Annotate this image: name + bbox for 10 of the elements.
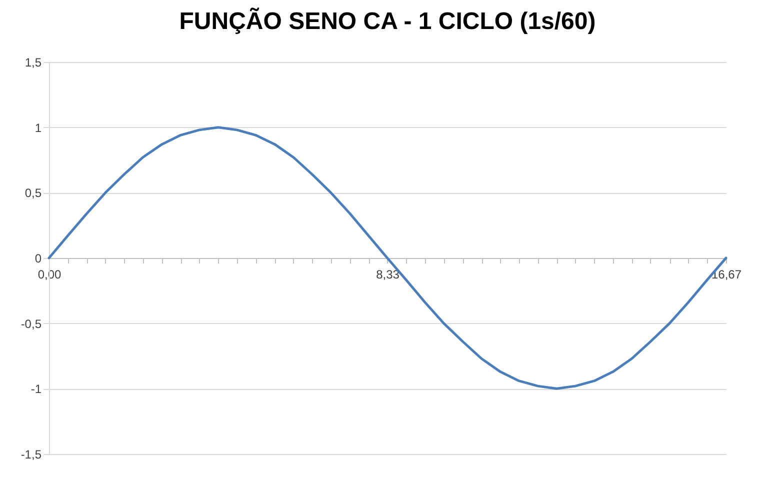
y-tick-label: 0,5 bbox=[24, 186, 42, 200]
y-tick-label: 0 bbox=[34, 252, 42, 266]
y-tick-label: -1 bbox=[30, 382, 42, 396]
x-tick-label: 8,33 bbox=[376, 268, 400, 282]
chart-title: FUNÇÃO SENO CA - 1 CICLO (1s/60) bbox=[179, 7, 596, 35]
y-tick-label: 1,5 bbox=[24, 56, 42, 70]
y-tick-label: -0,5 bbox=[20, 316, 42, 331]
y-tick-label: -1,5 bbox=[20, 448, 42, 462]
x-tick-label: 16,67 bbox=[711, 268, 742, 282]
y-tick-label: 1 bbox=[34, 120, 42, 135]
